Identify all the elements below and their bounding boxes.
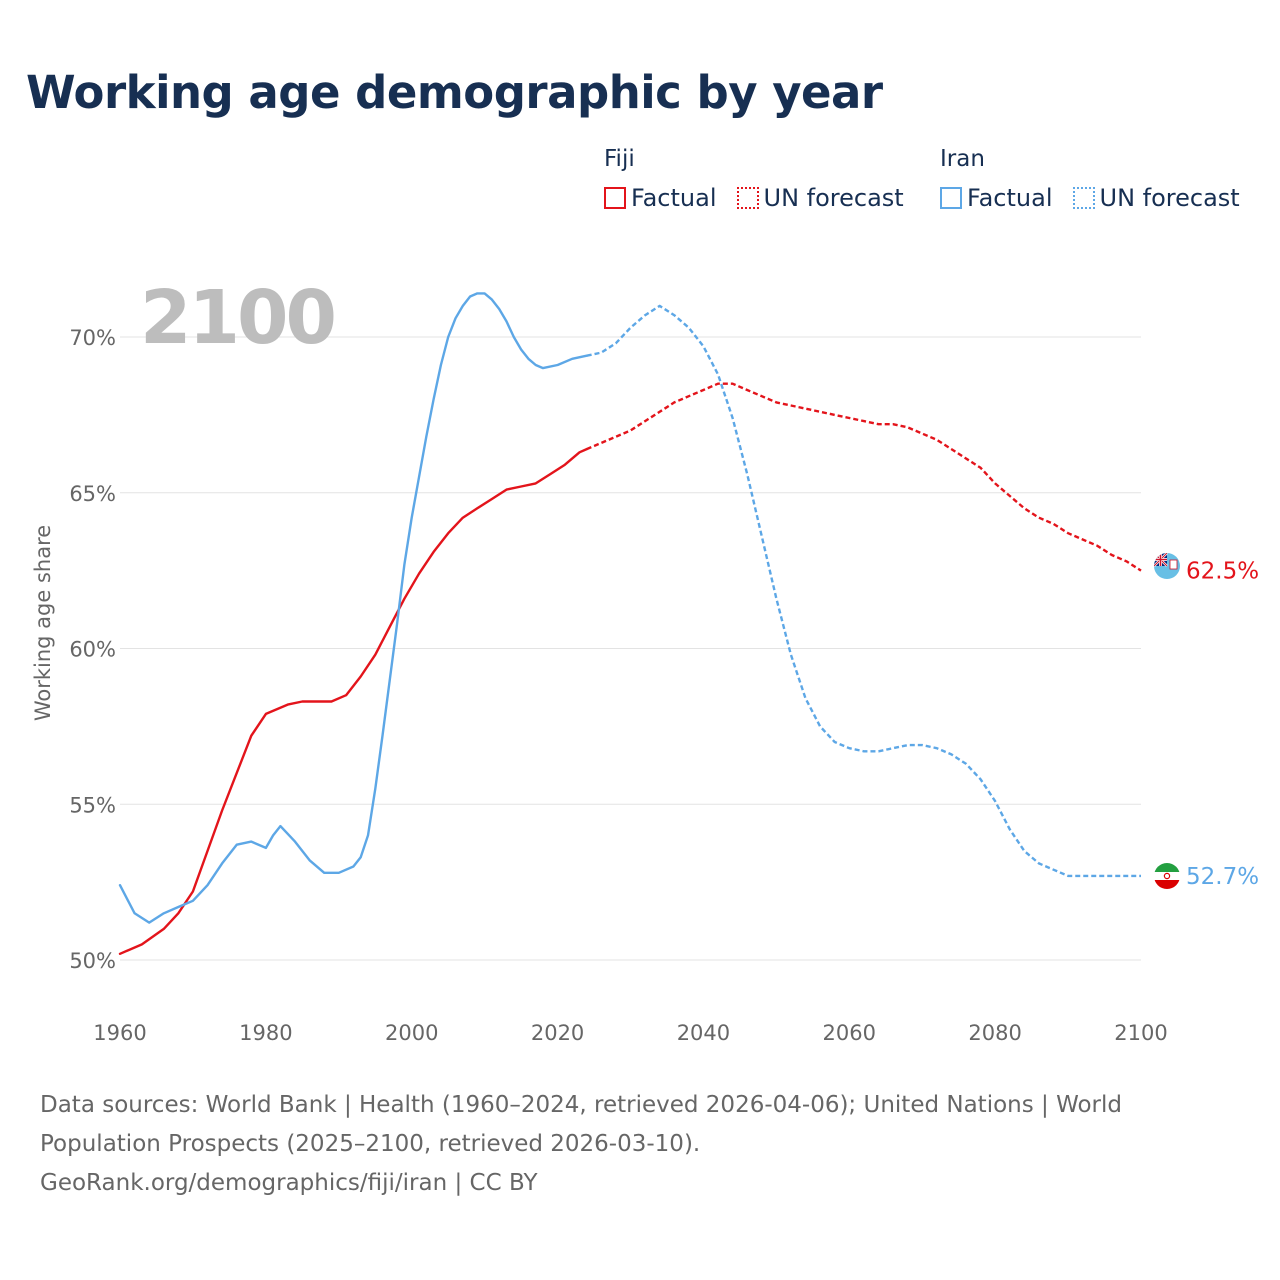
legend-label: Factual	[631, 184, 717, 212]
y-tick-label: 70%	[69, 326, 116, 350]
legend-label: UN forecast	[1099, 184, 1240, 212]
y-tick-label: 50%	[69, 949, 116, 973]
series-line-fiji-forecast[interactable]	[586, 382, 1142, 572]
legend-item-iran-forecast[interactable]: UN forecast	[1072, 184, 1240, 212]
page-title: Working age demographic by year	[26, 66, 883, 119]
series-line-iran-forecast[interactable]	[586, 304, 1141, 878]
legend-item-fiji-forecast[interactable]: UN forecast	[736, 184, 904, 212]
x-tick-label: 1980	[239, 1021, 292, 1045]
legend-heading-iran: Iran	[940, 146, 985, 172]
y-axis-label: Working age share	[31, 525, 55, 721]
x-tick-label: 2020	[531, 1021, 584, 1045]
legend-swatch-solid-icon	[940, 187, 962, 209]
iran-flag-icon	[1154, 863, 1180, 889]
end-label-iran: 52.7%	[1186, 864, 1259, 890]
legend-label: Factual	[967, 184, 1053, 212]
legend-swatch-dotted-icon	[1072, 187, 1095, 209]
series-line-iran-factual[interactable]	[118, 292, 588, 924]
legend-item-iran-factual[interactable]: Factual	[940, 184, 1053, 212]
x-tick-label: 1960	[93, 1021, 146, 1045]
legend-swatch-dotted-icon	[736, 187, 759, 209]
fiji-flag-icon	[1154, 553, 1180, 579]
source-link[interactable]: GeoRank.org/demographics/fiji/iran | CC …	[40, 1170, 538, 1196]
legend-item-fiji-factual[interactable]: Factual	[604, 184, 717, 212]
legend-label: UN forecast	[763, 184, 904, 212]
legend-swatch-solid-icon	[604, 187, 626, 209]
y-tick-label: 60%	[69, 638, 116, 662]
series-line-fiji-factual[interactable]	[118, 447, 588, 955]
source-note: Data sources: World Bank | Health (1960–…	[40, 1086, 1220, 1203]
x-tick-label: 2060	[823, 1021, 876, 1045]
y-tick-label: 65%	[69, 482, 116, 506]
end-label-fiji: 62.5%	[1186, 559, 1259, 585]
x-tick-label: 2040	[677, 1021, 730, 1045]
year-watermark: 2100	[140, 275, 334, 361]
x-tick-label: 2080	[968, 1021, 1021, 1045]
x-tick-label: 2100	[1114, 1021, 1167, 1045]
x-tick-label: 2000	[385, 1021, 438, 1045]
legend-group-iran: Iran Factual UN forecast	[940, 144, 1240, 218]
legend-heading-fiji: Fiji	[604, 146, 635, 172]
line-chart: 50% 55% 60% 65% 70% 1960 1980 2000 2020 2040 2060 2…	[31, 275, 1259, 1045]
legend-group-fiji: Fiji Factual UN forecast	[604, 144, 904, 218]
y-tick-label: 55%	[69, 793, 116, 817]
source-text: Data sources: World Bank | Health (1960–…	[40, 1092, 1122, 1157]
